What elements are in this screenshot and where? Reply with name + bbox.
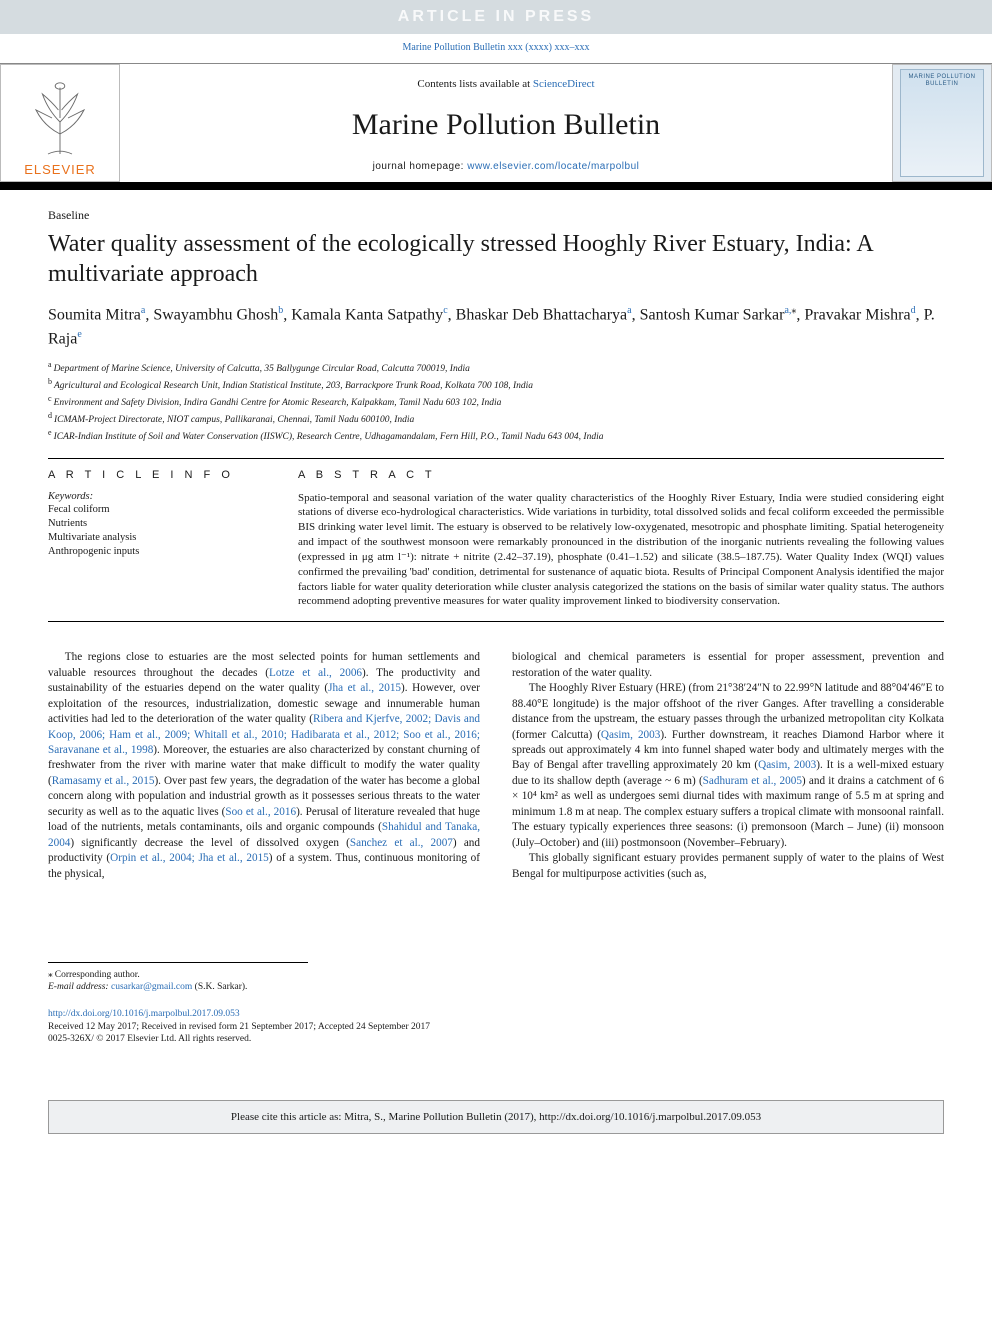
footnotes: ⁎Corresponding author. E-mail address: c… (48, 962, 308, 994)
affiliation-item: aDepartment of Marine Science, Universit… (48, 360, 944, 376)
contents-prefix: Contents lists available at (417, 78, 532, 90)
citation-box: Please cite this article as: Mitra, S., … (48, 1100, 944, 1134)
citation-text: Please cite this article as: Mitra, S., … (231, 1111, 761, 1123)
elsevier-tree-icon (20, 78, 100, 158)
keyword-item: Nutrients (48, 517, 266, 531)
thick-rule (0, 182, 992, 190)
body-right-p2: The Hooghly River Estuary (HRE) (from 21… (512, 681, 944, 851)
journal-reference-link[interactable]: Marine Pollution Bulletin xxx (xxxx) xxx… (403, 42, 590, 53)
masthead: ELSEVIER Contents lists available at Sci… (0, 63, 992, 182)
keyword-item: Anthropogenic inputs (48, 545, 266, 559)
sciencedirect-link[interactable]: ScienceDirect (533, 78, 595, 90)
publisher-logo-box: ELSEVIER (0, 64, 120, 182)
article-content: Baseline Water quality assessment of the… (0, 190, 992, 1070)
publisher-name: ELSEVIER (24, 162, 96, 177)
keywords-list: Fecal coliformNutrientsMultivariate anal… (48, 503, 266, 560)
journal-cover-box: MARINE POLLUTION BULLETIN (892, 64, 992, 182)
rule-below-abstract (48, 621, 944, 622)
email-line: E-mail address: cusarkar@gmail.com (S.K.… (48, 981, 308, 993)
history-line: Received 12 May 2017; Received in revise… (48, 1021, 944, 1034)
masthead-center: Contents lists available at ScienceDirec… (120, 64, 892, 182)
affiliation-item: cEnvironment and Safety Division, Indira… (48, 394, 944, 410)
keyword-item: Fecal coliform (48, 503, 266, 517)
homepage-line: journal homepage: www.elsevier.com/locat… (128, 161, 884, 172)
journal-title: Marine Pollution Bulletin (128, 108, 884, 142)
affiliation-item: bAgricultural and Ecological Research Un… (48, 377, 944, 393)
body-column-left: The regions close to estuaries are the m… (48, 650, 480, 993)
abstract-text: Spatio-temporal and seasonal variation o… (298, 491, 944, 610)
contents-line: Contents lists available at ScienceDirec… (128, 78, 884, 90)
article-in-press-banner: ARTICLE IN PRESS (0, 0, 992, 34)
email-link[interactable]: cusarkar@gmail.com (111, 982, 192, 992)
journal-cover-thumb: MARINE POLLUTION BULLETIN (900, 69, 984, 177)
homepage-prefix: journal homepage: (373, 161, 468, 172)
cover-title: MARINE POLLUTION BULLETIN (901, 70, 983, 87)
article-info-head: A R T I C L E I N F O (48, 469, 266, 481)
article-title: Water quality assessment of the ecologic… (48, 229, 944, 289)
doi-link[interactable]: http://dx.doi.org/10.1016/j.marpolbul.20… (48, 1009, 240, 1019)
article-type: Baseline (48, 208, 944, 223)
keyword-item: Multivariate analysis (48, 531, 266, 545)
body-right-p3: This globally significant estuary provid… (512, 851, 944, 882)
journal-reference-line: Marine Pollution Bulletin xxx (xxxx) xxx… (0, 34, 992, 63)
copyright-line: 0025-326X/ © 2017 Elsevier Ltd. All righ… (48, 1033, 944, 1046)
affiliation-list: aDepartment of Marine Science, Universit… (48, 360, 944, 444)
body-right-p1: biological and chemical parameters is es… (512, 650, 944, 681)
body-left-p1: The regions close to estuaries are the m… (48, 650, 480, 882)
body-columns: The regions close to estuaries are the m… (48, 650, 944, 993)
article-in-press-label: ARTICLE IN PRESS (398, 8, 594, 25)
body-column-right: biological and chemical parameters is es… (512, 650, 944, 993)
abstract-column: A B S T R A C T Spatio-temporal and seas… (298, 469, 944, 610)
author-list: Soumita Mitraa, Swayambhu Ghoshb, Kamala… (48, 303, 944, 352)
rule-above-abstract (48, 458, 944, 459)
affiliation-item: eICAR-Indian Institute of Soil and Water… (48, 428, 944, 444)
email-tail: (S.K. Sarkar). (192, 982, 247, 992)
copyright-block: http://dx.doi.org/10.1016/j.marpolbul.20… (48, 1008, 944, 1046)
info-abstract-row: A R T I C L E I N F O Keywords: Fecal co… (48, 469, 944, 616)
email-label: E-mail address: (48, 982, 111, 992)
corresponding-author-note: ⁎Corresponding author. (48, 969, 308, 981)
homepage-link[interactable]: www.elsevier.com/locate/marpolbul (467, 161, 639, 172)
keywords-head: Keywords: (48, 491, 266, 502)
affiliation-item: dICMAM-Project Directorate, NIOT campus,… (48, 411, 944, 427)
article-info-column: A R T I C L E I N F O Keywords: Fecal co… (48, 469, 266, 610)
abstract-head: A B S T R A C T (298, 469, 944, 481)
